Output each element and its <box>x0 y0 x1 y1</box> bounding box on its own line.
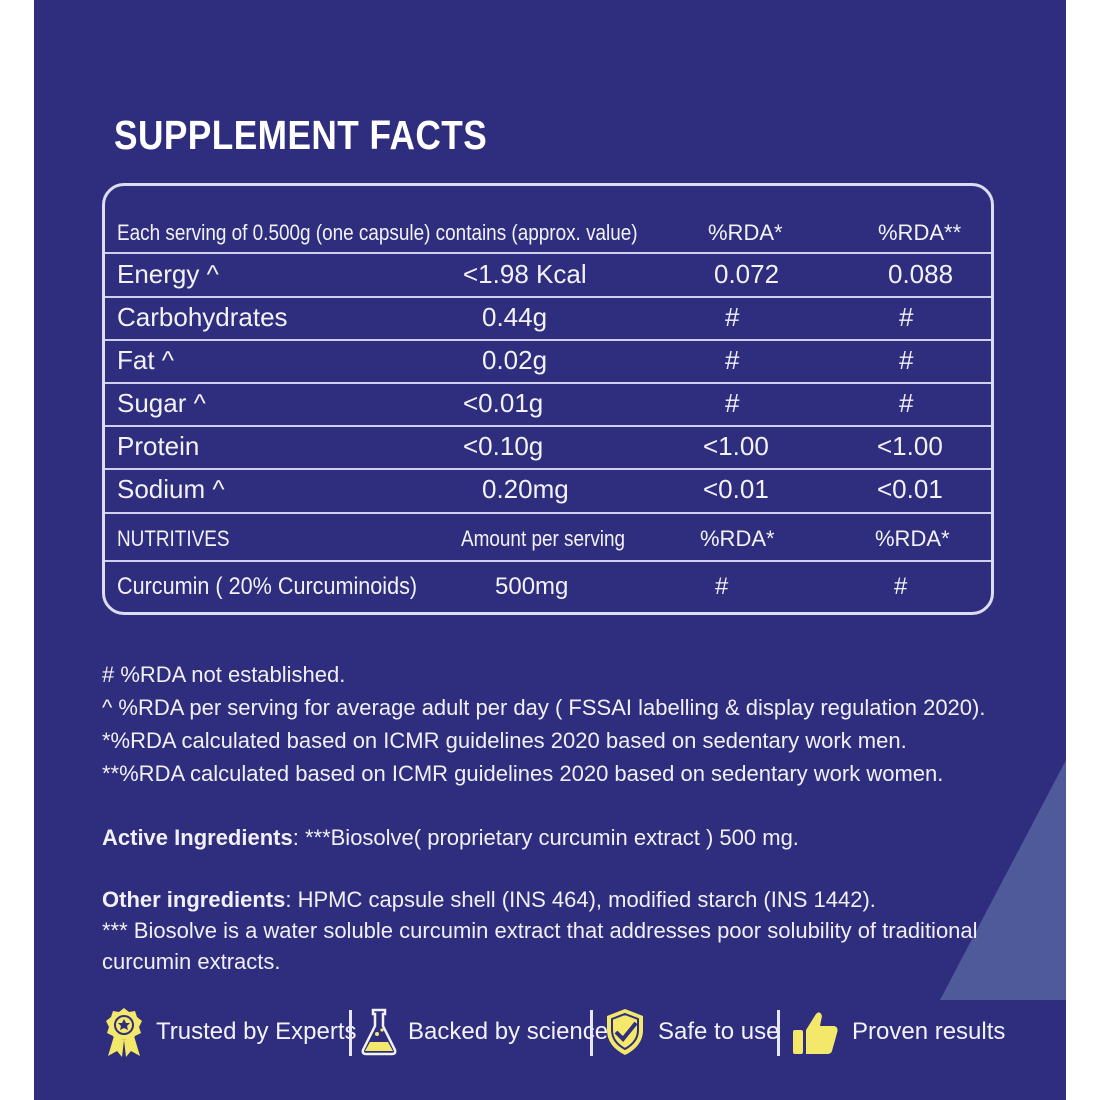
badge-label: Backed by science <box>408 1018 609 1045</box>
footnotes: # %RDA not established. ^ %RDA per servi… <box>102 658 985 790</box>
divider <box>349 1010 352 1056</box>
nutrient-amount: <0.01g <box>463 388 544 418</box>
nutrient-rda-women: <1.00 <box>877 431 943 461</box>
curcumin-name: Curcumin ( 20% Curcuminoids) <box>117 573 418 600</box>
badge-label: Proven results <box>852 1018 1006 1045</box>
badge-proven: Proven results <box>790 1004 1005 1060</box>
badge-science: Backed by science <box>360 1004 608 1060</box>
biosolve-note-continued: curcumin extracts. <box>102 949 281 974</box>
nutrient-rda-women: # <box>899 345 914 375</box>
nutrient-rda-men: # <box>725 388 740 418</box>
nutrient-rda-men: 0.072 <box>714 259 780 289</box>
curcumin-amount: 500mg <box>495 573 569 600</box>
label-panel: SUPPLEMENT FACTS Each serving of 0.500g … <box>34 0 1066 1100</box>
divider <box>105 382 991 384</box>
badge-safe: Safe to use <box>602 1004 779 1060</box>
badge-label: Trusted by Experts <box>156 1018 357 1045</box>
nutrient-rda-women: # <box>899 302 914 332</box>
divider <box>105 468 991 470</box>
lab-flask-icon <box>361 1008 397 1056</box>
active-ingredients-label: Active Ingredients <box>102 825 293 850</box>
shield-check-icon <box>607 1009 643 1055</box>
nutrient-amount: 0.44g <box>482 302 548 332</box>
nutritives-rda-men: %RDA* <box>700 526 775 551</box>
other-ingredients-text: : HPMC capsule shell (INS 464), modified… <box>285 887 876 912</box>
active-ingredients: Active Ingredients: ***Biosolve( proprie… <box>102 822 799 853</box>
divider <box>590 1010 593 1056</box>
other-ingredients: Other ingredients: HPMC capsule shell (I… <box>102 884 978 977</box>
thumbs-up-icon <box>793 1012 838 1054</box>
divider <box>105 252 991 254</box>
accent-triangle <box>940 760 1066 1000</box>
nutrient-name: Sodium ^ <box>117 474 225 504</box>
page-title: SUPPLEMENT FACTS <box>114 112 488 158</box>
nutrient-name: Protein <box>117 431 200 461</box>
supplement-facts-table: Each serving of 0.500g (one capsule) con… <box>102 183 994 615</box>
nutritives-label: NUTRITIVES <box>117 526 230 551</box>
footnote: *%RDA calculated based on ICMR guideline… <box>102 728 907 753</box>
nutrient-rda-men: <1.00 <box>703 431 769 461</box>
divider <box>105 560 991 562</box>
divider <box>105 296 991 298</box>
badge-label: Safe to use <box>658 1018 780 1045</box>
footnote: ^ %RDA per serving for average adult per… <box>102 695 986 720</box>
divider <box>105 425 991 427</box>
nutrient-rda-men: <0.01 <box>703 474 769 504</box>
badge-trusted: Trusted by Experts <box>102 1004 357 1060</box>
nutrient-rda-men: # <box>725 345 740 375</box>
nutritives-rda-women: %RDA* <box>875 526 950 551</box>
nutrient-amount: 0.02g <box>482 345 548 375</box>
nutrient-name: Carbohydrates <box>117 302 288 332</box>
header-rda-men: %RDA* <box>708 220 783 245</box>
other-ingredients-label: Other ingredients <box>102 887 286 912</box>
header-rda-women: %RDA** <box>878 220 962 245</box>
footnote: # %RDA not established. <box>102 662 346 687</box>
amount-per-serving-label: Amount per serving <box>461 526 626 551</box>
nutrient-name: Energy ^ <box>117 259 219 289</box>
nutrient-amount: <0.10g <box>463 431 544 461</box>
trust-badges: Trusted by Experts Backed by science Saf… <box>102 1004 1005 1064</box>
nutrient-amount: 0.20mg <box>482 474 569 504</box>
award-ribbon-icon <box>106 1008 142 1057</box>
nutrient-name: Sugar ^ <box>117 388 206 418</box>
nutrient-rda-women: 0.088 <box>888 259 954 289</box>
nutrient-name: Fat ^ <box>117 345 174 375</box>
curcumin-rda-women: # <box>894 573 908 600</box>
divider <box>777 1010 780 1056</box>
footnote: **%RDA calculated based on ICMR guidelin… <box>102 761 944 786</box>
divider <box>105 512 991 514</box>
curcumin-rda-men: # <box>715 573 729 600</box>
nutrient-amount: <1.98 Kcal <box>463 259 587 289</box>
nutrient-rda-men: # <box>725 302 740 332</box>
nutrient-rda-women: # <box>899 388 914 418</box>
header-serving: Each serving of 0.500g (one capsule) con… <box>117 220 638 245</box>
active-ingredients-text: : ***Biosolve( proprietary curcumin extr… <box>292 825 799 850</box>
nutrient-rda-women: <0.01 <box>877 474 943 504</box>
biosolve-note: *** Biosolve is a water soluble curcumin… <box>102 918 978 943</box>
divider <box>105 339 991 341</box>
